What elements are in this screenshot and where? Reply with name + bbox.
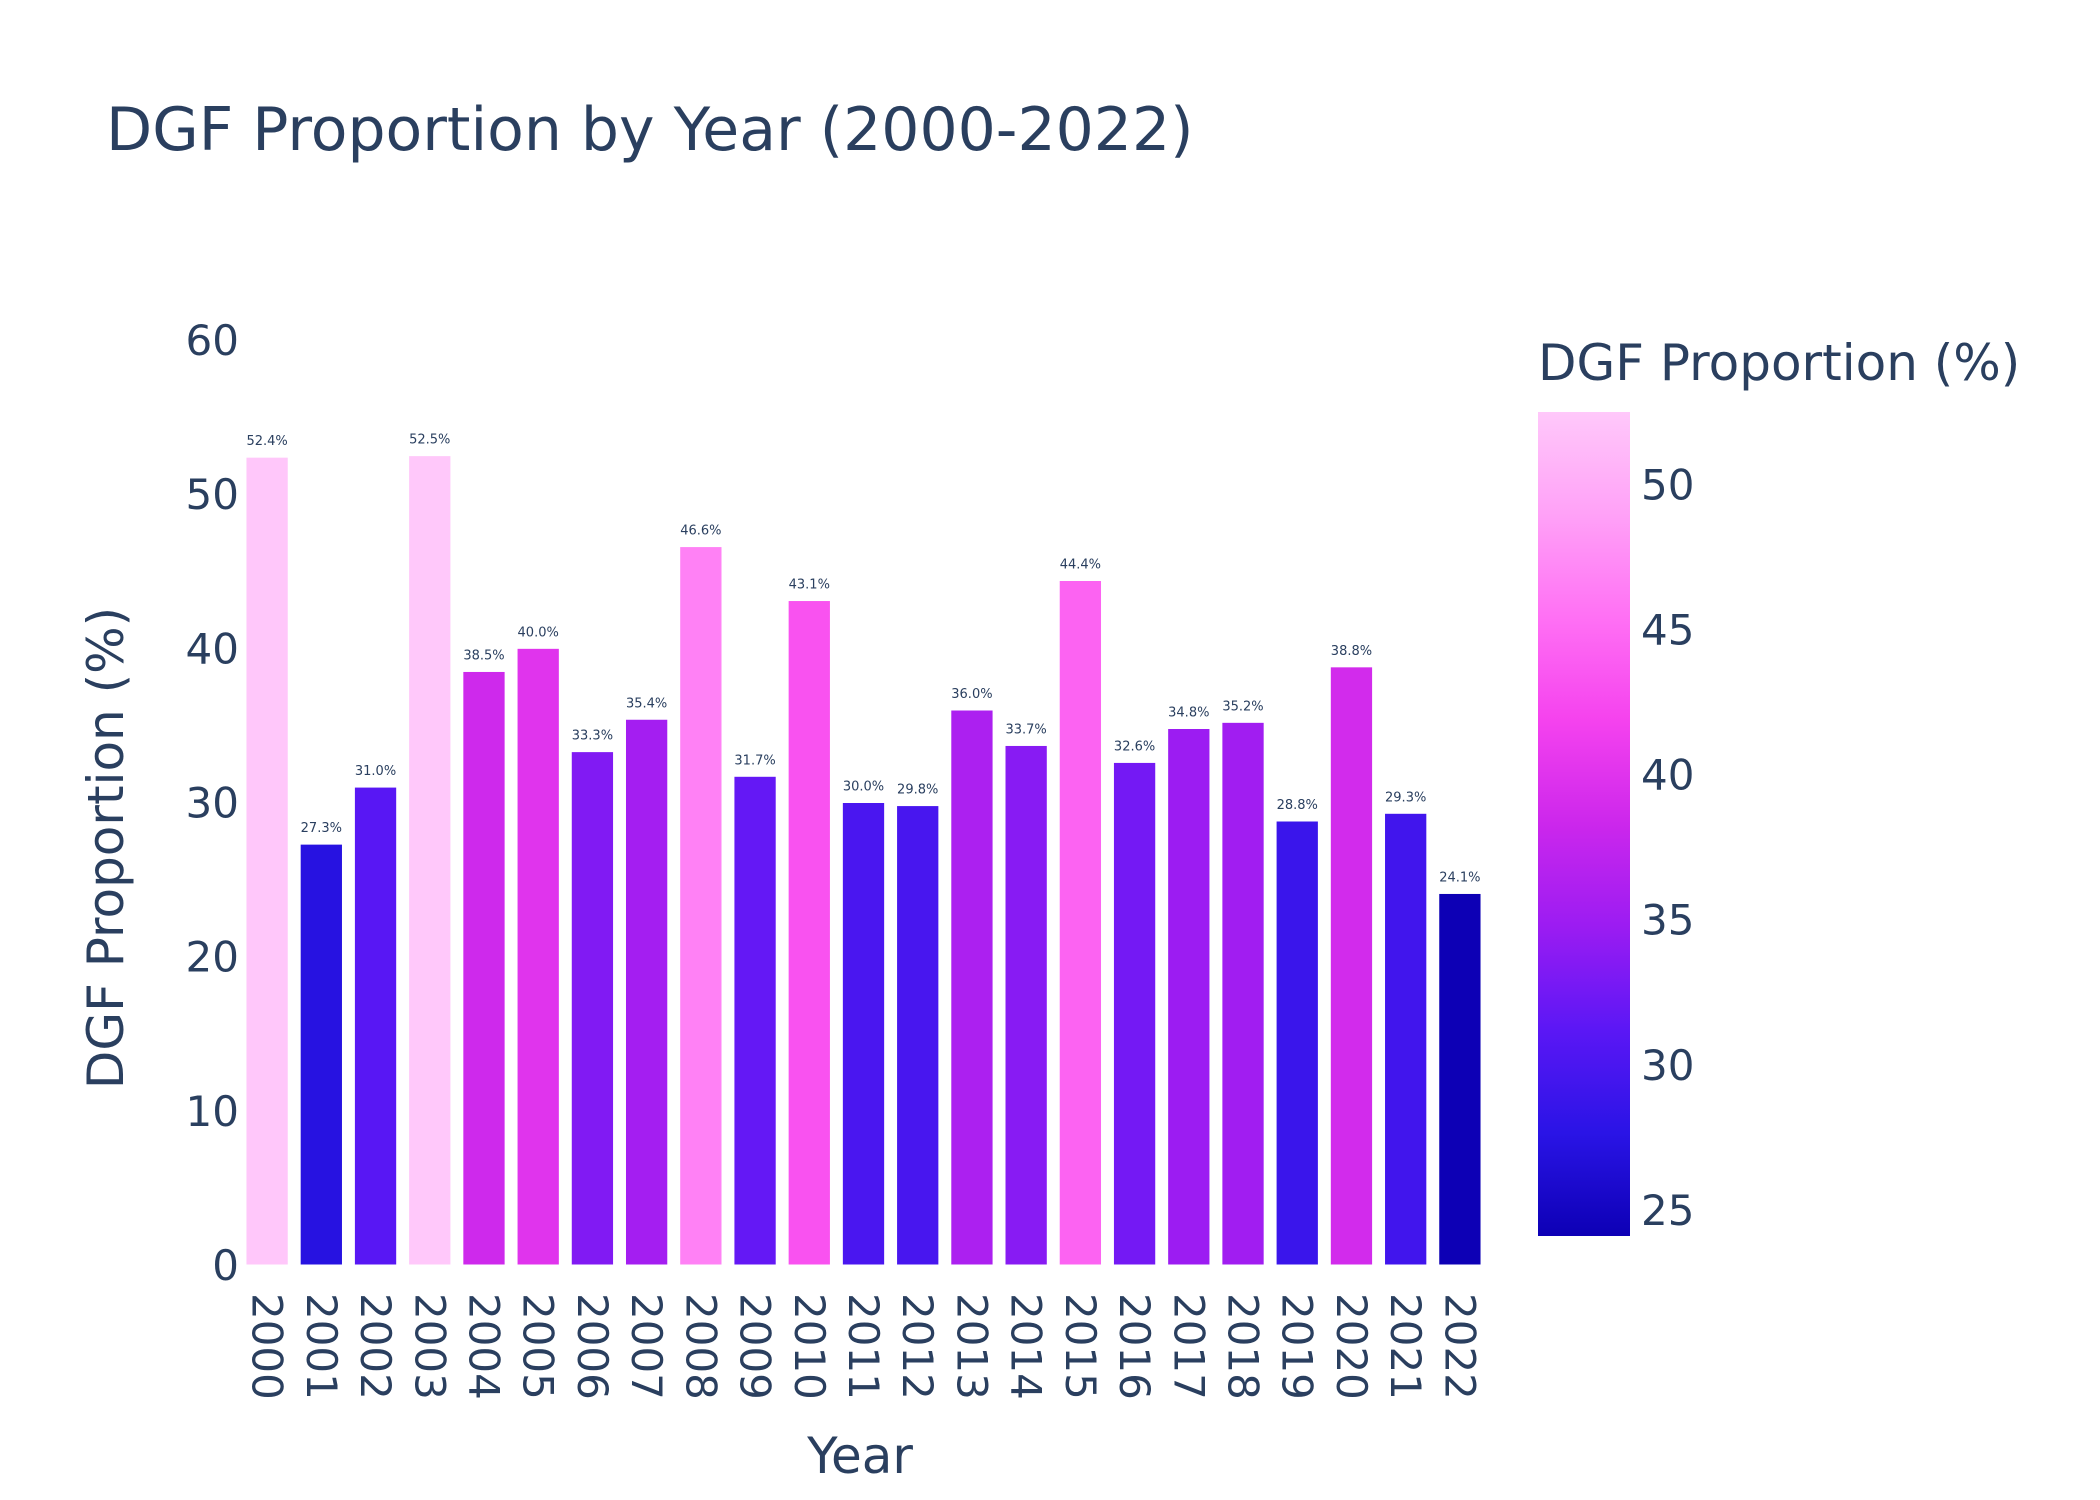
x-tick-label: 2004	[459, 1293, 508, 1400]
colorbar-tick-label: 50	[1641, 461, 1694, 510]
bar-data-label: 31.7%	[734, 753, 775, 768]
y-tick-label: 10	[186, 1087, 239, 1136]
bar-data-label: 30.0%	[843, 780, 884, 795]
y-tick-label: 50	[186, 470, 239, 519]
y-tick-label: 0	[212, 1241, 239, 1290]
bar-data-label: 52.4%	[246, 434, 287, 449]
bar-data-label: 29.8%	[897, 783, 938, 798]
y-tick-label: 60	[186, 316, 239, 365]
x-tick-label: 2014	[1002, 1293, 1051, 1400]
x-tick-label: 2009	[731, 1293, 780, 1400]
bar-data-label: 27.3%	[301, 821, 342, 836]
bar	[841, 802, 886, 1266]
y-axis-title: DGF Proportion (%)	[77, 607, 135, 1089]
y-tick-label: 30	[186, 779, 239, 828]
bar-data-label: 40.0%	[518, 625, 559, 640]
bar	[1112, 761, 1157, 1266]
bar	[1275, 820, 1319, 1266]
bar	[1058, 580, 1103, 1266]
bar	[1221, 721, 1265, 1266]
x-tick-label: 2013	[947, 1293, 996, 1400]
bar-data-label: 34.8%	[1168, 706, 1209, 721]
bar	[1384, 812, 1428, 1266]
bar	[462, 670, 506, 1266]
colorbar-ticks: 25 30 35 40 45 50	[1641, 461, 1694, 1235]
bar-data-label: 29.3%	[1385, 790, 1426, 805]
x-tick-label: 2007	[622, 1293, 671, 1400]
y-axis: 0 10 20 30 40 50 60	[186, 316, 239, 1290]
bar	[896, 805, 940, 1266]
x-axis-title: Year	[806, 1427, 913, 1485]
x-tick-label: 2016	[1110, 1293, 1159, 1400]
bar-data-label: 24.1%	[1439, 870, 1480, 885]
bar	[1167, 728, 1211, 1266]
x-tick-label: 2012	[893, 1293, 942, 1400]
colorbar-title: DGF Proportion (%)	[1538, 334, 2020, 392]
x-tick-label: 2017	[1164, 1293, 1213, 1400]
colorbar-tick-label: 35	[1641, 896, 1694, 945]
data-labels-group: 52.4% 27.3% 31.0% 52.5% 38.5% 40.0% 33.3% 35.4%…	[246, 433, 1480, 886]
x-tick-label: 2006	[568, 1293, 617, 1400]
bar	[570, 751, 615, 1266]
x-tick-label: 2015	[1056, 1293, 1105, 1400]
colorbar-tick-label: 25	[1641, 1186, 1694, 1235]
bar-data-label: 36.0%	[951, 687, 992, 702]
bars-group	[245, 455, 1482, 1266]
x-tick-label: 2019	[1273, 1293, 1322, 1400]
bar	[950, 709, 994, 1266]
x-tick-label: 2008	[676, 1293, 725, 1400]
colorbar-tick-label: 40	[1641, 751, 1694, 800]
x-tick-label: 2001	[297, 1293, 346, 1400]
x-axis: 2000 2001 2002 2003 2004 2005 2006 2007 2008 2009…	[243, 1293, 1485, 1400]
bar	[1004, 744, 1048, 1266]
colorbar: DGF Proportion (%) 25 30 35 40 45 50	[1538, 334, 2020, 1236]
x-tick-label: 2011	[839, 1293, 888, 1400]
x-tick-label: 2003	[405, 1293, 454, 1400]
bar	[245, 456, 289, 1266]
bar	[299, 843, 343, 1266]
bar-data-label: 31.0%	[355, 764, 396, 779]
bar-data-label: 35.4%	[626, 696, 667, 711]
colorbar-tick-label: 30	[1641, 1041, 1694, 1090]
bar	[1438, 892, 1482, 1266]
bar	[733, 775, 777, 1266]
bar-data-label: 35.2%	[1222, 699, 1263, 714]
colorbar-tick-label: 45	[1641, 606, 1694, 655]
bar	[679, 546, 723, 1266]
bar	[1329, 666, 1374, 1266]
y-tick-label: 40	[186, 624, 239, 673]
x-tick-label: 2002	[351, 1293, 400, 1400]
chart-title: DGF Proportion by Year (2000-2022)	[106, 95, 1194, 165]
bar-data-label: 33.7%	[1005, 722, 1046, 737]
colorbar-gradient	[1538, 412, 1630, 1236]
bar-data-label: 44.4%	[1060, 558, 1101, 573]
bar-data-label: 52.5%	[409, 433, 450, 448]
bar	[353, 786, 398, 1266]
bar-data-label: 46.6%	[680, 524, 721, 539]
y-tick-label: 20	[186, 933, 239, 982]
x-tick-label: 2020	[1327, 1293, 1376, 1400]
x-tick-label: 2022	[1435, 1293, 1484, 1400]
bar-data-label: 38.8%	[1331, 644, 1372, 659]
bar	[516, 647, 560, 1266]
x-tick-label: 2005	[514, 1293, 563, 1400]
bar	[624, 718, 669, 1266]
bar-data-label: 33.3%	[572, 729, 613, 744]
x-tick-label: 2010	[785, 1293, 834, 1400]
x-tick-label: 2018	[1219, 1293, 1268, 1400]
x-tick-label: 2021	[1381, 1293, 1430, 1400]
bar-data-label: 38.5%	[463, 648, 504, 663]
bar-data-label: 28.8%	[1277, 798, 1318, 813]
x-tick-label: 2000	[243, 1293, 292, 1400]
bar	[787, 600, 831, 1266]
bar-data-label: 43.1%	[789, 578, 830, 593]
bar	[408, 455, 452, 1266]
bar-data-label: 32.6%	[1114, 739, 1155, 754]
